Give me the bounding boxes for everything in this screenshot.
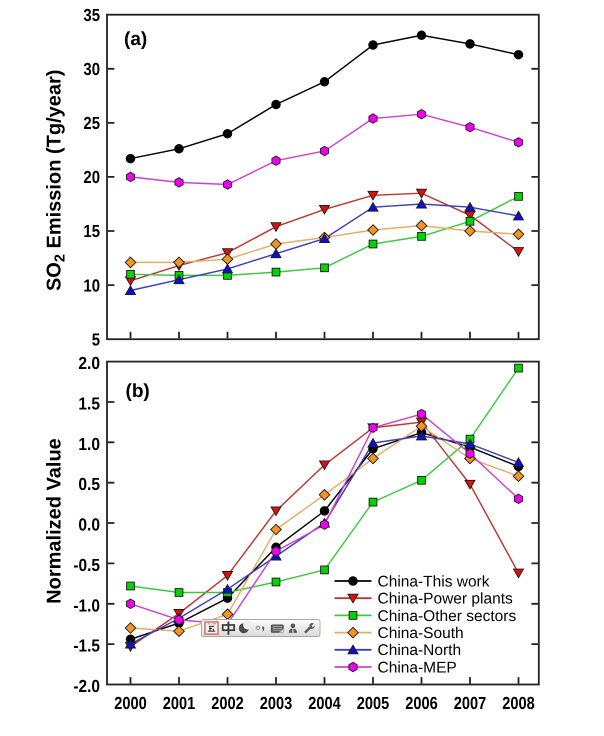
svg-text:2006: 2006 <box>405 693 438 713</box>
svg-text:2008: 2008 <box>502 693 535 713</box>
svg-text:1.5: 1.5 <box>78 394 100 414</box>
svg-text:China-Power plants: China-Power plants <box>378 591 514 608</box>
svg-text:China-This work: China-This work <box>378 573 490 590</box>
svg-text:2005: 2005 <box>357 693 390 713</box>
svg-text:15: 15 <box>83 221 100 241</box>
svg-text:5: 5 <box>92 329 101 349</box>
svg-text:0.0: 0.0 <box>78 515 100 535</box>
svg-text:1.0: 1.0 <box>78 434 100 454</box>
svg-text:2004: 2004 <box>308 693 341 713</box>
svg-text:2003: 2003 <box>260 693 293 713</box>
svg-text:2000: 2000 <box>114 693 147 713</box>
svg-text:20: 20 <box>83 167 100 187</box>
svg-text:2.0: 2.0 <box>78 353 100 373</box>
svg-text:-1.0: -1.0 <box>73 595 100 615</box>
svg-text:0.5: 0.5 <box>78 474 100 494</box>
svg-text:35: 35 <box>83 5 100 25</box>
svg-text:SO2 Emission (Tg/year): SO2 Emission (Tg/year) <box>44 70 69 291</box>
svg-text:10: 10 <box>83 275 100 295</box>
svg-text:30: 30 <box>83 59 100 79</box>
svg-text:China-Other sectors: China-Other sectors <box>378 608 517 625</box>
svg-text:-2.0: -2.0 <box>73 676 100 696</box>
svg-text:(a): (a) <box>124 29 147 50</box>
svg-text:25: 25 <box>83 113 100 133</box>
svg-text:2007: 2007 <box>454 693 486 713</box>
svg-text:(b): (b) <box>126 381 150 402</box>
svg-text:China-North: China-North <box>378 642 462 659</box>
svg-text:2001: 2001 <box>163 693 196 713</box>
svg-text:-0.5: -0.5 <box>73 555 100 575</box>
svg-text:-1.5: -1.5 <box>73 636 100 656</box>
svg-text:China-MEP: China-MEP <box>378 659 457 676</box>
svg-text:Normalized Value: Normalized Value <box>44 438 66 604</box>
svg-text:China-South: China-South <box>378 625 464 642</box>
svg-text:2002: 2002 <box>211 693 244 713</box>
